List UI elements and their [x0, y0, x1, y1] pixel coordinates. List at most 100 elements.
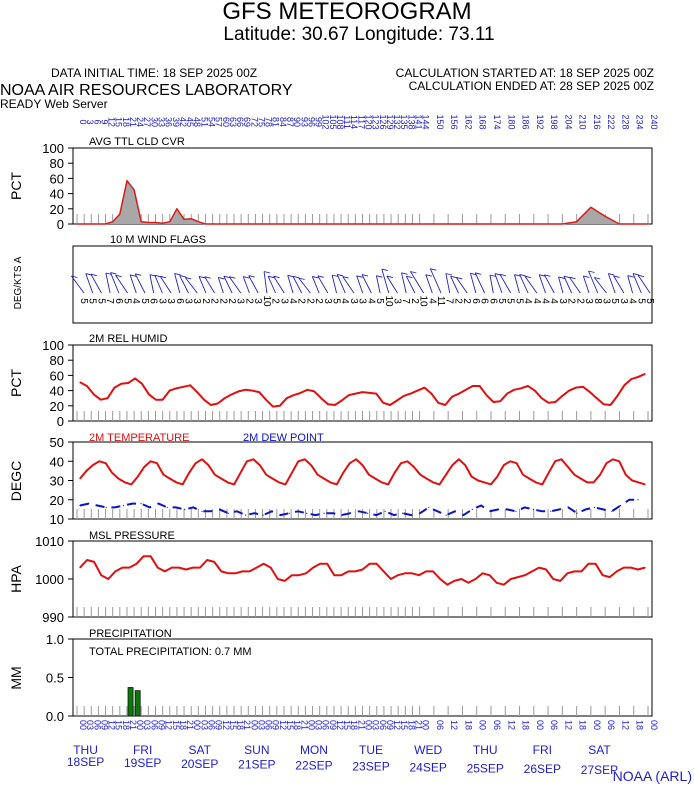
wind-speed-label: 6	[148, 298, 159, 304]
dew-point-line-point	[166, 506, 168, 509]
wind-barb-flag	[583, 275, 590, 278]
wind-barb	[474, 272, 485, 294]
top-hour-label: 90	[292, 117, 302, 127]
rel-humid-line-point	[458, 393, 460, 395]
wind-speed-label: 4	[531, 298, 542, 304]
utc-hour-label: 12	[107, 720, 117, 730]
wind-barb	[204, 276, 215, 294]
cloud-cover-line-point	[226, 223, 228, 225]
utc-hour-label: 03	[142, 720, 152, 730]
utc-hour-label: 18	[406, 720, 416, 730]
msl-pressure-line-point	[93, 561, 95, 563]
msl-pressure-line-point	[220, 570, 222, 573]
rel-humid-line-point	[520, 387, 522, 389]
top-hour-label: 120	[364, 114, 374, 129]
wind-speed-label: 11	[435, 296, 446, 307]
rel-humid-line-point	[100, 399, 102, 401]
msl-pressure-line-point	[340, 574, 342, 576]
msl-pressure-line-point	[107, 578, 109, 580]
wind-barb	[105, 272, 111, 294]
wind-speed-label: 2	[243, 298, 254, 304]
temperature-line-point	[515, 462, 518, 464]
wind-speed-label: 4	[540, 298, 551, 304]
utc-hour-label: 21	[128, 720, 138, 730]
cloud-cover-line-point	[269, 223, 271, 225]
dew-point-line-point	[358, 510, 360, 512]
dew-point-line-point	[593, 506, 596, 509]
top-hour-label: 162	[463, 114, 473, 129]
utc-hour-label: 15	[342, 720, 352, 730]
temperature-line-point	[567, 466, 569, 468]
wind-barb	[179, 275, 189, 294]
utc-hour-label: 06	[378, 720, 388, 730]
temperature-line-point	[150, 460, 152, 462]
rel-humid-line-point	[175, 387, 178, 389]
top-hour-label: 204	[563, 114, 573, 129]
utc-hour-label: 03	[199, 720, 209, 730]
rel-humid-line-point	[306, 389, 308, 391]
top-hour-label: 6	[92, 119, 102, 124]
wind-speed-label: 5	[644, 298, 655, 304]
dew-point-line-point	[428, 506, 430, 509]
top-hour-label: 186	[521, 114, 531, 129]
rel-humid-line-point	[465, 389, 467, 391]
wind-barb	[514, 274, 520, 294]
wind-barb-flag	[110, 272, 117, 275]
wind-barb-flag	[312, 275, 319, 279]
rel-humid-line-point	[492, 401, 495, 403]
top-hour-label: 228	[620, 114, 630, 129]
rel-humid-line-point	[334, 404, 336, 406]
cloud-cover-line-point	[319, 223, 321, 225]
cloud-cover-line-point	[183, 218, 185, 221]
utc-hour-label: 15	[399, 720, 409, 730]
wind-barb-flag	[524, 275, 532, 279]
dew-point-line-point	[88, 503, 90, 505]
day-of-week-label: MON	[300, 743, 328, 757]
wind-barb	[90, 273, 102, 294]
cloud-panel-y-tick-label: 0	[57, 217, 64, 232]
wind-speed-label: 5	[635, 298, 646, 304]
temperature-line-point	[586, 481, 588, 484]
wind-speed-label: 3	[348, 298, 359, 304]
wind-speed-label: 3	[278, 298, 289, 304]
rel-humid-line-point	[410, 393, 412, 395]
rel-humid-line-point	[541, 397, 543, 399]
server-label: READY Web Server	[0, 97, 108, 111]
dew-point-line-point	[463, 514, 465, 516]
rel-humid-line-point	[279, 405, 281, 407]
date-label: 20SEP	[181, 757, 218, 771]
msl-pressure-line-point	[248, 570, 251, 573]
wind-speed-label: 3	[357, 298, 368, 304]
wind-barb	[242, 276, 250, 294]
temperature-line-point	[432, 481, 434, 484]
msl-pressure-line-point	[347, 570, 349, 573]
temperature-line-point	[272, 477, 274, 480]
top-hour-label: 48	[192, 117, 202, 127]
wind-speed-label: 3	[191, 298, 202, 304]
wind-speed-label: 4	[130, 298, 141, 304]
cloud-cover-line-point	[411, 223, 414, 225]
temperature-line-point	[349, 462, 351, 464]
wind-barb	[149, 274, 155, 294]
temperature-line-point	[233, 483, 235, 485]
wind-barb-flag	[115, 274, 122, 278]
temperature-line-point	[117, 477, 120, 480]
utc-hour-label: 12	[335, 720, 345, 730]
dew-point-line-point	[279, 514, 282, 516]
rh-panel-y-tick-label: 80	[50, 353, 64, 368]
day-of-week-label: THU	[473, 743, 498, 757]
temperature-line-point	[573, 474, 575, 476]
msl-pressure-line-point	[312, 567, 314, 569]
cloud-cover-line-point	[204, 223, 207, 225]
temperature-line-point	[593, 481, 595, 484]
wind-speed-label: 2	[200, 298, 211, 304]
dew-point-line-point	[323, 512, 325, 514]
rh-panel-y-tick-label: 20	[50, 399, 64, 414]
wind-barb-flag	[337, 273, 344, 277]
rel-humid-line-point	[258, 391, 260, 393]
rel-humid-line-point	[251, 390, 253, 392]
temperature-line-point	[284, 483, 287, 485]
msl-pressure-line-point	[326, 563, 328, 565]
wind-barb	[356, 275, 364, 294]
wind-speed-label: 2	[217, 298, 228, 304]
